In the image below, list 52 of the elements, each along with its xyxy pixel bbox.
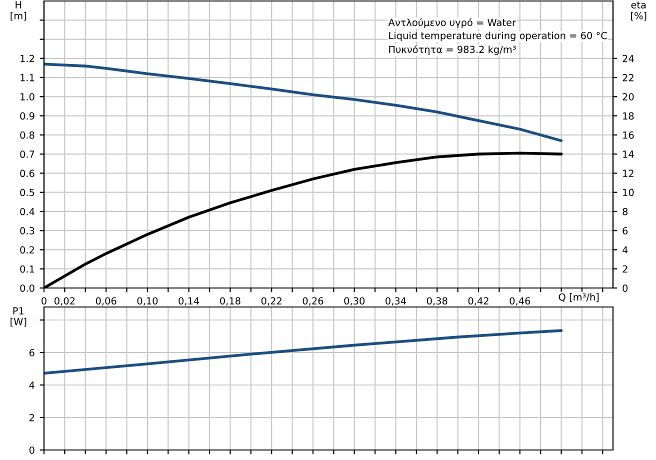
y2-tick-label: 24 (622, 54, 634, 62)
y2-tick-label: 0 (622, 284, 628, 292)
y-tick-label: 0.2 (20, 246, 34, 254)
y2-tick-label: 18 (623, 112, 634, 120)
y-tick-label: 0.6 (20, 170, 34, 178)
y2-tick-label: 2 (622, 265, 628, 273)
y-tick-label: 4 (29, 382, 34, 389)
x-tick-label: 0,06 (96, 297, 116, 306)
y-tick-label: 0.9 (20, 112, 34, 120)
x-tick-label: 0,02 (54, 297, 75, 306)
y2-tick-label: 10 (623, 188, 634, 196)
annotation: Liquid temperature during operation = 60 °C (389, 32, 607, 42)
x-tick-label: 0,38 (426, 297, 448, 306)
y-tick-label: 0 (29, 446, 34, 454)
y-tick-label: 6 (29, 348, 34, 356)
line-series (44, 329, 563, 375)
y2-tick-label: 22 (622, 74, 634, 82)
y-tick-label: 0.8 (20, 131, 34, 139)
x-tick-label: 0,30 (344, 297, 365, 306)
y2-tick-label: 20 (622, 93, 634, 100)
line-series (44, 62, 563, 142)
y2-tick-label: 12 (623, 170, 634, 177)
y2-tick-label: 6 (622, 227, 628, 234)
x-tick-label: 0,18 (220, 297, 240, 306)
y-tick-label: 1.1 (20, 74, 34, 82)
x-tick-label: 0,26 (302, 297, 324, 306)
y2-tick-label: 16 (623, 131, 634, 139)
y-axis-title: P1 [W] (10, 307, 26, 327)
y-tick-label: 0.7 (20, 150, 34, 158)
y2-tick-label: 8 (622, 208, 628, 216)
y-tick-label: 1.0 (20, 93, 34, 100)
y2-axis-title: eta [%] (631, 2, 646, 21)
annotation: Αντλούμενο υγρό = Water (388, 18, 516, 28)
x-axis-title: Q [m³/h] (558, 293, 599, 302)
y-axis-title: H [m] (10, 1, 26, 21)
x-tick-label: 0,10 (137, 297, 158, 306)
y-tick-label: 0.5 (20, 188, 34, 196)
y2-tick-label: 14 (623, 150, 634, 158)
y-tick-label: 1.2 (20, 54, 34, 62)
y-tick-label: 0.0 (20, 284, 34, 292)
x-tick-label: 0,14 (178, 297, 200, 306)
annotation: Πυκνότητα = 983.2 kg/m³ (389, 45, 516, 55)
x-tick-label: 0,22 (261, 297, 282, 306)
x-tick-label: 0 (42, 297, 46, 305)
y2-tick-label: 4 (622, 246, 628, 254)
y-tick-label: 0.1 (20, 265, 34, 273)
y-tick-label: 0.4 (20, 208, 34, 216)
x-tick-label: 0,42 (468, 297, 488, 306)
x-tick-label: 0,46 (510, 297, 530, 306)
x-tick-label: 0,34 (386, 297, 406, 306)
y-tick-label: 2 (30, 414, 34, 422)
y-tick-label: 0.3 (20, 227, 34, 234)
